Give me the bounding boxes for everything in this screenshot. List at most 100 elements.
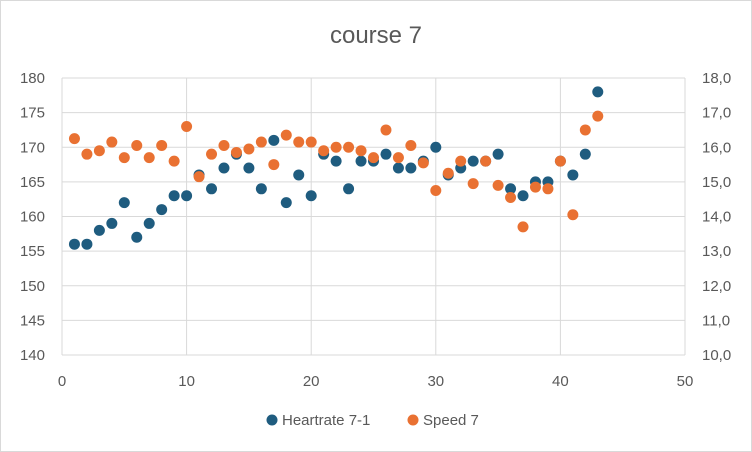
data-point — [305, 136, 317, 148]
data-point — [305, 190, 317, 202]
data-point — [106, 136, 118, 148]
data-point — [181, 120, 193, 132]
data-point — [455, 155, 467, 167]
x-tick-label: 30 — [427, 373, 444, 390]
data-point — [143, 217, 155, 229]
y-tick-label: 160 — [20, 209, 45, 226]
data-point — [181, 190, 193, 202]
data-point — [230, 146, 242, 158]
data-point — [118, 152, 130, 164]
data-point — [392, 152, 404, 164]
data-point — [156, 140, 168, 152]
data-point — [343, 183, 355, 195]
y2-tick-label: 14,0 — [702, 209, 731, 226]
legend-label: Heartrate 7-1 — [282, 412, 370, 429]
data-point — [430, 185, 442, 197]
y-tick-label: 170 — [20, 139, 45, 156]
data-point — [529, 181, 541, 193]
data-point — [492, 148, 504, 160]
y-tick-label: 140 — [20, 347, 45, 364]
y2-tick-label: 13,0 — [702, 243, 731, 260]
y-tick-label: 145 — [20, 312, 45, 329]
data-point — [467, 155, 479, 167]
x-tick-label: 40 — [552, 373, 569, 390]
data-point — [380, 148, 392, 160]
data-point — [592, 86, 604, 98]
data-point — [442, 167, 454, 179]
data-point — [243, 143, 255, 155]
y-tick-label: 150 — [20, 278, 45, 295]
data-point — [579, 124, 591, 136]
y2-tick-label: 12,0 — [702, 278, 731, 295]
data-point — [193, 171, 205, 183]
data-point — [118, 197, 130, 209]
data-point — [218, 140, 230, 152]
data-point — [280, 197, 292, 209]
data-point — [330, 141, 342, 153]
legend-marker — [407, 414, 419, 426]
data-points — [68, 86, 604, 250]
data-point — [156, 204, 168, 216]
data-point — [255, 183, 267, 195]
data-point — [505, 191, 517, 203]
data-point — [106, 217, 118, 229]
data-point — [143, 152, 155, 164]
data-point — [517, 190, 529, 202]
data-point — [492, 179, 504, 191]
legend: Heartrate 7-1 Speed 7 — [266, 412, 479, 429]
data-point — [330, 155, 342, 167]
data-point — [542, 183, 554, 195]
data-point — [293, 136, 305, 148]
x-tick-label: 0 — [58, 373, 66, 390]
data-point — [68, 238, 80, 250]
data-point — [93, 145, 105, 157]
y-tick-label: 175 — [20, 105, 45, 122]
data-point — [405, 162, 417, 174]
y-tick-label: 180 — [20, 70, 45, 87]
data-point — [243, 162, 255, 174]
y2-tick-label: 17,0 — [702, 105, 731, 122]
data-point — [567, 209, 579, 221]
legend-marker — [266, 414, 278, 426]
y-tick-label: 155 — [20, 243, 45, 260]
data-point — [131, 231, 143, 243]
data-point — [355, 145, 367, 157]
legend-label: Speed 7 — [423, 412, 479, 429]
data-point — [168, 190, 180, 202]
data-point — [505, 183, 517, 195]
data-point — [554, 155, 566, 167]
data-point — [268, 134, 280, 146]
data-point — [168, 155, 180, 167]
data-point — [318, 145, 330, 157]
data-point — [392, 162, 404, 174]
y2-tick-label: 10,0 — [702, 347, 731, 364]
y2-tick-label: 11,0 — [702, 312, 730, 329]
x-tick-label: 10 — [178, 373, 195, 390]
y2-tick-label: 16,0 — [702, 139, 731, 156]
data-point — [517, 221, 529, 233]
chart-title: course 7 — [330, 22, 422, 49]
data-point — [467, 178, 479, 190]
data-point — [206, 148, 218, 160]
data-point — [206, 183, 218, 195]
data-point — [343, 141, 355, 153]
data-point — [567, 169, 579, 181]
y2-tick-label: 18,0 — [702, 70, 731, 87]
data-point — [81, 238, 93, 250]
y2-tick-label: 15,0 — [702, 174, 731, 191]
series-2 — [68, 110, 604, 233]
data-point — [355, 155, 367, 167]
data-point — [368, 152, 379, 164]
y-tick-label: 165 — [20, 174, 45, 191]
data-point — [417, 157, 429, 169]
data-point — [405, 140, 417, 152]
data-point — [268, 159, 280, 171]
data-point — [480, 155, 492, 167]
data-point — [579, 148, 591, 160]
x-tick-label: 20 — [303, 373, 320, 390]
data-point — [131, 140, 143, 152]
x-tick-label: 50 — [677, 373, 694, 390]
data-point — [255, 136, 267, 148]
